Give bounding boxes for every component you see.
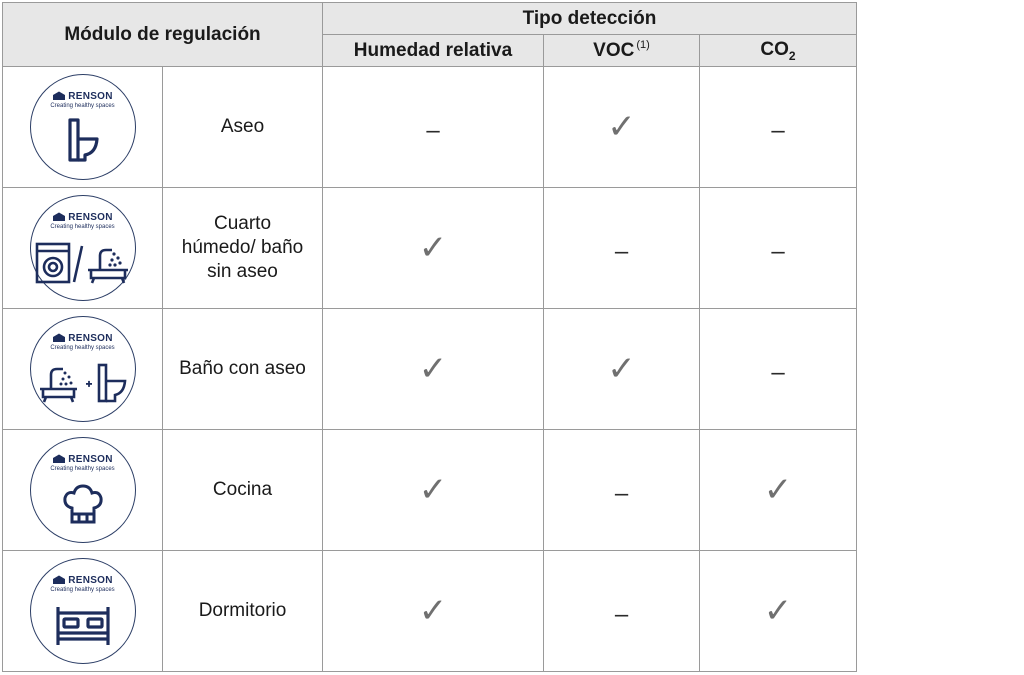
co2-cell: – bbox=[699, 66, 857, 188]
module-name: Baño con aseo bbox=[162, 308, 323, 430]
dash-icon: – bbox=[614, 237, 629, 265]
module-icon-cell: RENSON Creating healthy spaces bbox=[2, 308, 163, 430]
co2-subscript: 2 bbox=[788, 48, 796, 63]
co2-cell: ✓ bbox=[699, 429, 857, 551]
voc-footnote: (1) bbox=[636, 39, 650, 51]
voc-cell: – bbox=[543, 187, 700, 309]
check-icon: ✓ bbox=[763, 470, 793, 510]
dash-icon: – bbox=[771, 237, 785, 265]
module-badge: RENSON Creating healthy spaces bbox=[29, 558, 136, 664]
logo-tagline: Creating healthy spaces bbox=[50, 224, 115, 230]
logo-tagline: Creating healthy spaces bbox=[50, 103, 115, 109]
regulation-table: Módulo de regulación Tipo detección Hume… bbox=[2, 2, 857, 672]
check-icon: ✓ bbox=[607, 349, 636, 389]
logo-brand: RENSON bbox=[68, 212, 113, 223]
humidity-cell: ✓ bbox=[322, 308, 544, 430]
dash-icon: – bbox=[771, 116, 785, 144]
table-row: RENSON Creating healthy spaces Dormitori… bbox=[2, 550, 857, 672]
check-icon: ✓ bbox=[418, 470, 448, 510]
module-badge: RENSON Creating healthy spaces bbox=[29, 195, 136, 301]
module-name: Aseo bbox=[162, 66, 323, 188]
table-row: RENSON Creating healthy spaces Cocina ✓ – ✓ bbox=[2, 429, 857, 551]
voc-cell: ✓ bbox=[543, 66, 700, 188]
dash-icon: – bbox=[614, 479, 629, 507]
humidity-cell: ✓ bbox=[322, 429, 544, 551]
renson-logo: RENSON Creating healthy spaces bbox=[31, 328, 135, 351]
table-row: RENSON Creating healthy spaces Cuarto hú… bbox=[2, 187, 857, 309]
voc-label: VOC bbox=[593, 40, 635, 61]
module-badge: RENSON Creating healthy spaces bbox=[29, 437, 136, 543]
voc-cell: – bbox=[543, 429, 700, 551]
check-icon: ✓ bbox=[418, 228, 448, 268]
humidity-cell: – bbox=[322, 66, 544, 188]
co2-label: CO bbox=[760, 38, 789, 60]
logo-brand: RENSON bbox=[68, 575, 113, 586]
bath-toilet-icon bbox=[31, 357, 135, 409]
house-icon bbox=[52, 328, 68, 345]
toilet-icon bbox=[31, 115, 135, 167]
module-name: Cocina bbox=[162, 429, 323, 551]
module-badge: RENSON Creating healthy spaces bbox=[29, 74, 136, 180]
dash-icon: – bbox=[426, 116, 440, 144]
co2-cell: – bbox=[699, 308, 857, 430]
voc-cell: ✓ bbox=[543, 308, 700, 430]
dash-icon: – bbox=[614, 600, 629, 628]
module-column-header: Módulo de regulación bbox=[2, 2, 323, 67]
renson-logo: RENSON Creating healthy spaces bbox=[31, 449, 135, 472]
washer-bath-icon bbox=[31, 236, 135, 288]
module-badge: RENSON Creating healthy spaces bbox=[29, 316, 136, 422]
module-icon-cell: RENSON Creating healthy spaces bbox=[2, 550, 163, 672]
humidity-header: Humedad relativa bbox=[322, 34, 544, 67]
logo-brand: RENSON bbox=[68, 91, 113, 102]
renson-logo: RENSON Creating healthy spaces bbox=[31, 207, 135, 230]
bed-icon bbox=[31, 599, 135, 651]
logo-brand: RENSON bbox=[68, 454, 113, 465]
house-icon bbox=[52, 449, 68, 466]
co2-cell: ✓ bbox=[699, 550, 857, 672]
co2-cell: – bbox=[699, 187, 857, 309]
module-icon-cell: RENSON Creating healthy spaces bbox=[2, 66, 163, 188]
module-icon-cell: RENSON Creating healthy spaces bbox=[2, 187, 163, 309]
logo-tagline: Creating healthy spaces bbox=[50, 345, 115, 351]
detection-type-header: Tipo detección bbox=[322, 2, 857, 35]
module-name: Dormitorio bbox=[162, 550, 323, 672]
check-icon: ✓ bbox=[763, 591, 793, 631]
dash-icon: – bbox=[771, 358, 785, 386]
module-name: Cuarto húmedo/ baño sin aseo bbox=[162, 187, 323, 309]
logo-tagline: Creating healthy spaces bbox=[50, 466, 115, 472]
co2-header: CO2 bbox=[699, 34, 857, 67]
chef-hat-icon bbox=[31, 478, 135, 530]
module-icon-cell: RENSON Creating healthy spaces bbox=[2, 429, 163, 551]
humidity-cell: ✓ bbox=[322, 187, 544, 309]
check-icon: ✓ bbox=[418, 591, 448, 631]
renson-logo: RENSON Creating healthy spaces bbox=[31, 570, 135, 593]
voc-header: VOC (1) bbox=[543, 34, 700, 67]
logo-tagline: Creating healthy spaces bbox=[50, 587, 115, 593]
logo-brand: RENSON bbox=[68, 333, 113, 344]
check-icon: ✓ bbox=[418, 349, 448, 389]
house-icon bbox=[52, 570, 68, 587]
house-icon bbox=[52, 86, 68, 103]
house-icon bbox=[52, 207, 68, 224]
renson-logo: RENSON Creating healthy spaces bbox=[31, 86, 135, 109]
humidity-cell: ✓ bbox=[322, 550, 544, 672]
voc-cell: – bbox=[543, 550, 700, 672]
check-icon: ✓ bbox=[607, 107, 636, 147]
table-row: RENSON Creating healthy spaces Aseo – ✓ – bbox=[2, 66, 857, 188]
table-row: RENSON Creating healthy spaces Baño con … bbox=[2, 308, 857, 430]
